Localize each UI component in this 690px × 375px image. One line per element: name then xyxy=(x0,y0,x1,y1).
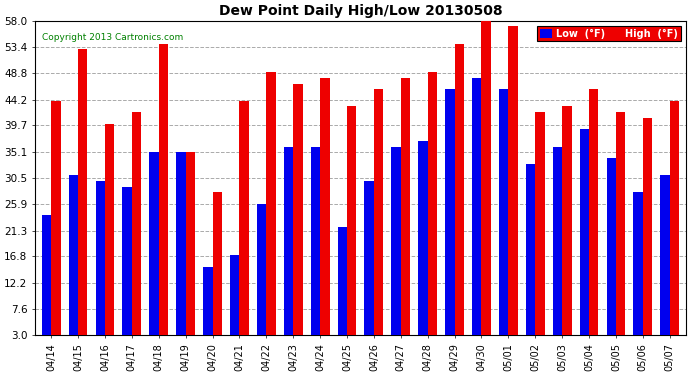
Bar xyxy=(499,89,509,335)
Bar xyxy=(472,78,482,335)
Bar xyxy=(203,267,213,335)
Bar xyxy=(660,175,670,335)
Bar xyxy=(186,152,195,335)
Bar xyxy=(284,147,293,335)
Legend: Low  (°F), High  (°F): Low (°F), High (°F) xyxy=(538,26,681,42)
Title: Dew Point Daily High/Low 20130508: Dew Point Daily High/Low 20130508 xyxy=(219,4,502,18)
Bar xyxy=(337,226,347,335)
Bar xyxy=(391,147,401,335)
Bar xyxy=(122,186,132,335)
Bar xyxy=(230,255,239,335)
Bar xyxy=(553,147,562,335)
Bar xyxy=(257,204,266,335)
Bar xyxy=(535,112,544,335)
Bar xyxy=(149,152,159,335)
Bar xyxy=(616,112,625,335)
Bar xyxy=(455,44,464,335)
Bar xyxy=(42,215,51,335)
Bar xyxy=(633,192,643,335)
Bar xyxy=(589,89,598,335)
Bar xyxy=(347,106,357,335)
Bar xyxy=(482,15,491,335)
Bar xyxy=(132,112,141,335)
Bar xyxy=(607,158,616,335)
Bar xyxy=(69,175,78,335)
Bar xyxy=(320,78,330,335)
Bar xyxy=(418,141,428,335)
Bar xyxy=(562,106,571,335)
Bar xyxy=(509,27,518,335)
Bar xyxy=(213,192,222,335)
Bar xyxy=(526,164,535,335)
Bar xyxy=(643,118,652,335)
Bar xyxy=(445,89,455,335)
Bar xyxy=(78,49,88,335)
Bar xyxy=(401,78,410,335)
Bar xyxy=(364,181,374,335)
Bar xyxy=(428,72,437,335)
Bar xyxy=(176,152,186,335)
Bar xyxy=(670,101,679,335)
Bar xyxy=(239,101,249,335)
Bar xyxy=(159,44,168,335)
Bar xyxy=(374,89,384,335)
Bar xyxy=(95,181,105,335)
Bar xyxy=(293,84,303,335)
Bar xyxy=(580,129,589,335)
Bar xyxy=(51,101,61,335)
Bar xyxy=(105,124,115,335)
Bar xyxy=(310,147,320,335)
Text: Copyright 2013 Cartronics.com: Copyright 2013 Cartronics.com xyxy=(41,33,183,42)
Bar xyxy=(266,72,276,335)
